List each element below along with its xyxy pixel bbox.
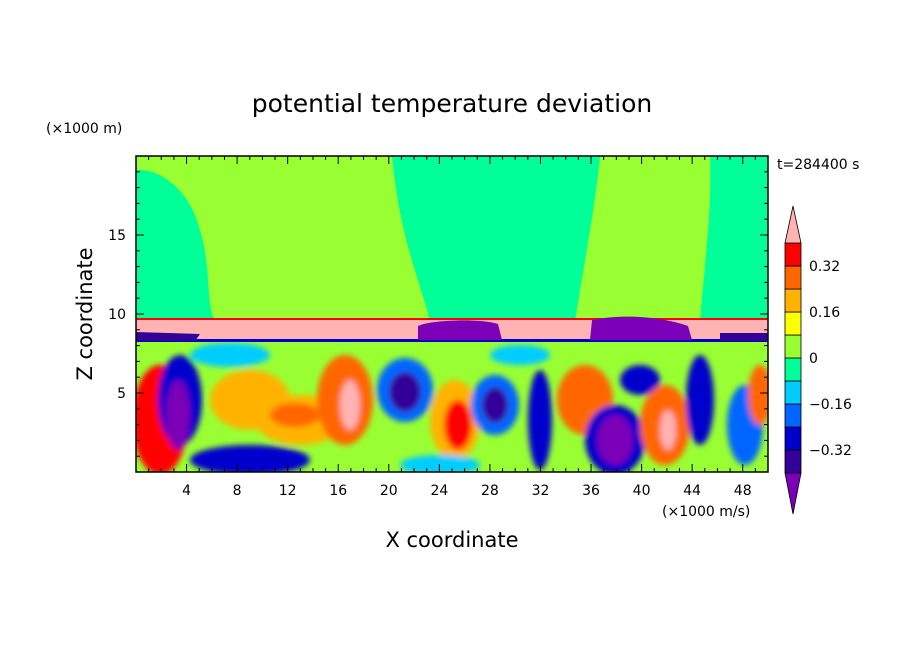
stratosphere-plume bbox=[136, 169, 215, 321]
colorbar-segment bbox=[784, 334, 802, 359]
colorbar-tick-label: 0 bbox=[809, 351, 818, 367]
x-tick-label: 8 bbox=[233, 483, 242, 499]
colorbar: 0.32 0.16 0 −0.16 −0.32 bbox=[784, 205, 852, 515]
y-axis: 5 10 15 bbox=[108, 171, 768, 457]
tropopause-edge bbox=[136, 318, 768, 320]
x-tick-label: 12 bbox=[279, 483, 297, 499]
colorbar-segment bbox=[784, 426, 802, 451]
cold-patch bbox=[418, 320, 502, 340]
y-tick-label: 5 bbox=[117, 386, 126, 402]
colorbar-tick-label: 0.16 bbox=[809, 305, 840, 321]
colorbar-min-arrow bbox=[784, 472, 802, 515]
colorbar-max-arrow bbox=[784, 205, 802, 244]
cold-patch bbox=[136, 332, 200, 341]
x-tick-label: 40 bbox=[633, 483, 651, 499]
y-tick-label: 15 bbox=[108, 228, 126, 244]
y-axis-label: Z coordinate bbox=[73, 247, 97, 380]
time-label: t=284400 s bbox=[777, 157, 859, 173]
x-tick-label: 36 bbox=[582, 483, 600, 499]
colorbar-segment bbox=[784, 449, 802, 474]
colorbar-tick-label: −0.32 bbox=[809, 443, 852, 459]
x-tick-label: 48 bbox=[734, 483, 752, 499]
x-tick-label: 20 bbox=[380, 483, 398, 499]
y-tick-label: 10 bbox=[108, 307, 126, 323]
colorbar-segment bbox=[784, 288, 802, 313]
stratosphere-plume bbox=[392, 156, 600, 321]
colorbar-segment bbox=[784, 357, 802, 382]
tropopause-edge bbox=[136, 339, 768, 342]
colorbar-tick-label: −0.16 bbox=[809, 397, 852, 413]
stratosphere-plume bbox=[700, 156, 768, 321]
x-tick-label: 16 bbox=[329, 483, 347, 499]
colorbar-segment bbox=[784, 380, 802, 405]
x-tick-label: 32 bbox=[532, 483, 550, 499]
cold-patch bbox=[720, 333, 768, 341]
colorbar-tick-label: 0.32 bbox=[809, 259, 840, 275]
colorbar-segment bbox=[784, 403, 802, 428]
cold-patch bbox=[590, 316, 692, 340]
x-axis-unit: (×1000 m/s) bbox=[662, 504, 750, 520]
x-tick-label: 4 bbox=[182, 483, 191, 499]
colorbar-segment bbox=[784, 265, 802, 290]
colorbar-segment bbox=[784, 242, 802, 267]
troposphere-eddies bbox=[136, 343, 768, 472]
x-tick-label: 24 bbox=[430, 483, 448, 499]
heatmap-field bbox=[136, 156, 768, 472]
y-axis-unit: (×1000 m) bbox=[46, 121, 122, 137]
x-axis: 4 8 12 16 20 24 28 32 36 40 44 48 bbox=[148, 156, 756, 499]
colorbar-segment bbox=[784, 311, 802, 336]
x-axis-label: X coordinate bbox=[385, 528, 518, 552]
x-tick-label: 44 bbox=[683, 483, 701, 499]
x-tick-label: 28 bbox=[481, 483, 499, 499]
chart-title: potential temperature deviation bbox=[252, 89, 652, 118]
